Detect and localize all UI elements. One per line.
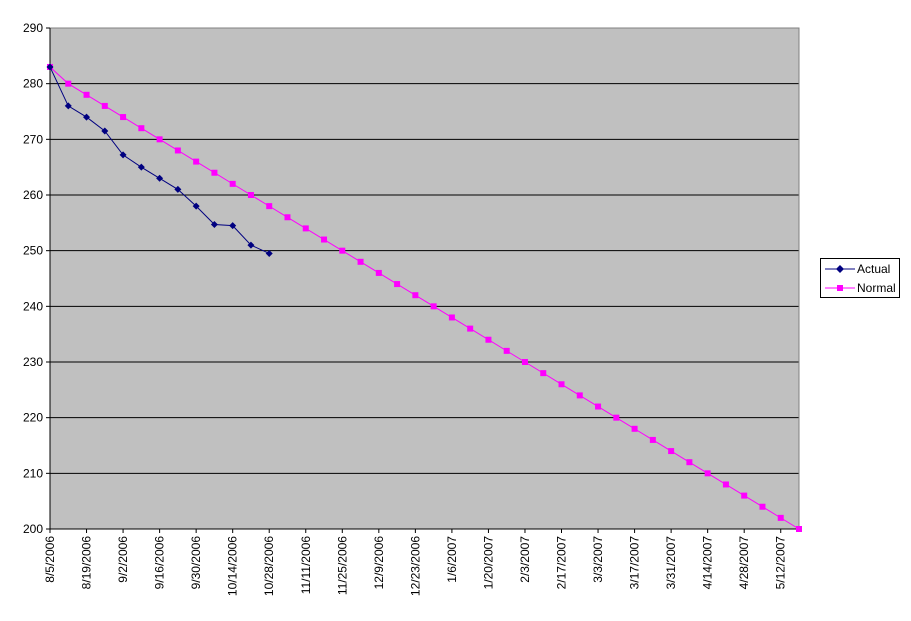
point-normal-10 [229,180,236,187]
x-tick-label-9: 12/9/2006 [372,536,386,590]
y-tick-label-210: 210 [23,466,43,480]
point-actual-1 [64,102,72,110]
point-actual-8 [192,202,200,210]
y-tick-label-280: 280 [23,77,43,91]
point-normal-41 [796,526,802,532]
point-normal-32 [631,425,638,432]
point-normal-4 [120,114,127,121]
legend-item-normal: Normal [821,279,899,297]
y-tick-label-220: 220 [23,411,43,425]
point-normal-18 [375,269,382,276]
point-normal-3 [101,102,108,109]
point-normal-38 [741,492,748,499]
series-layer [46,63,802,532]
x-tick-label-10: 12/23/2006 [408,536,422,596]
y-axis: 200 210 220 230 240 250 260 270 280 290 [23,21,51,536]
x-tick-label-7: 11/11/2006 [299,536,313,595]
point-normal-19 [394,281,401,288]
x-tick-label-5: 10/14/2006 [226,536,240,596]
point-normal-1 [65,80,72,87]
point-normal-13 [284,214,291,221]
point-normal-23 [467,325,474,332]
point-actual-10 [229,222,237,230]
legend-actual-swatch [825,265,855,273]
legend-normal-swatch [825,285,855,291]
legend: Actual Normal [820,258,900,298]
x-tick-label-6: 10/28/2006 [262,536,276,596]
y-tick-label-230: 230 [23,355,43,369]
point-normal-12 [266,203,273,210]
y-tick-label-250: 250 [23,244,43,258]
point-normal-31 [613,414,620,421]
point-normal-40 [777,514,784,521]
point-normal-16 [339,247,346,254]
legend-label-actual: Actual [857,262,891,276]
point-normal-28 [558,381,565,388]
series-line-normal [49,66,800,530]
point-normal-21 [430,303,437,310]
point-actual-4 [119,151,127,159]
point-actual-0 [46,63,54,71]
point-normal-14 [302,225,309,232]
x-tick-label-17: 3/31/2007 [664,536,678,590]
point-normal-17 [357,258,364,265]
point-actual-7 [174,185,182,193]
y-tick-label-270: 270 [23,132,43,146]
point-normal-9 [211,169,218,176]
point-normal-20 [412,292,419,299]
x-axis: 8/5/2006 8/19/2006 9/2/2006 9/16/2006 9/30/2… [43,528,799,596]
x-tick-label-15: 3/3/2007 [591,536,605,583]
y-tick-label-290: 290 [23,21,43,35]
point-normal-5 [138,125,145,132]
point-actual-3 [101,127,109,135]
point-normal-8 [193,158,200,165]
x-tick-label-12: 1/20/2007 [481,536,495,590]
point-normal-22 [448,314,455,321]
point-normal-2 [83,91,90,98]
point-normal-35 [686,459,693,466]
point-normal-36 [704,470,711,477]
x-tick-label-1: 8/19/2006 [80,536,94,590]
point-normal-26 [521,359,528,365]
gridlines [50,83,799,474]
point-actual-12 [265,249,273,257]
x-tick-label-19: 4/28/2007 [737,536,751,590]
x-tick-label-20: 5/12/2007 [774,536,788,590]
y-tick-label-200: 200 [23,522,43,536]
point-normal-15 [321,236,328,243]
y-tick-label-260: 260 [23,188,43,202]
point-actual-6 [156,174,164,182]
x-tick-label-3: 9/16/2006 [153,536,167,590]
point-normal-7 [174,147,181,154]
x-tick-label-13: 2/3/2007 [518,536,532,583]
point-actual-5 [137,163,145,171]
point-normal-27 [540,370,547,377]
point-normal-30 [595,403,602,410]
point-normal-29 [576,392,583,399]
point-actual-2 [83,113,91,121]
point-actual-11 [247,241,255,249]
point-normal-33 [649,436,656,443]
point-normal-37 [722,481,729,488]
point-normal-11 [247,192,254,198]
point-normal-34 [668,448,675,455]
x-tick-label-14: 2/17/2007 [555,536,569,590]
x-tick-label-18: 4/14/2007 [701,536,715,590]
point-normal-25 [503,347,510,354]
x-tick-label-0: 8/5/2006 [43,536,57,583]
plot-area [50,28,799,529]
x-tick-label-11: 1/6/2007 [445,536,459,583]
point-actual-9 [210,221,218,229]
x-tick-label-2: 9/2/2006 [116,536,130,583]
legend-item-actual: Actual [821,260,899,278]
y-tick-label-240: 240 [23,299,43,313]
x-tick-label-8: 11/25/2006 [335,536,349,595]
x-tick-label-4: 9/30/2006 [189,536,203,590]
x-tick-label-16: 3/17/2007 [628,536,642,590]
point-normal-39 [759,503,766,510]
point-normal-24 [485,336,492,343]
point-normal-6 [156,136,163,143]
legend-label-normal: Normal [857,281,896,295]
